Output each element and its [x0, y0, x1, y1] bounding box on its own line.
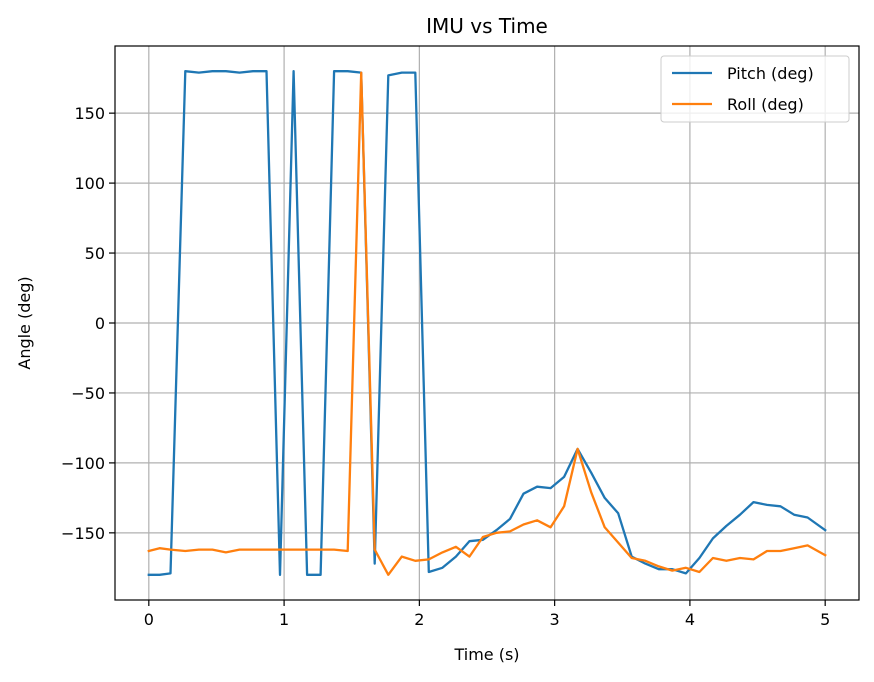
- y-axis-title: Angle (deg): [15, 276, 34, 369]
- grid-lines: [115, 46, 859, 600]
- y-tick-label: 50: [85, 244, 105, 263]
- x-tick-label: 4: [685, 610, 695, 629]
- x-tick-label: 1: [279, 610, 289, 629]
- y-tick-label: 150: [74, 104, 105, 123]
- y-tick-label: 100: [74, 174, 105, 193]
- x-tick-label: 5: [820, 610, 830, 629]
- plot-series: [147, 70, 827, 576]
- x-tick-label: 2: [414, 610, 424, 629]
- legend-label-pitch: Pitch (deg): [727, 64, 814, 83]
- axis-ticks: 0 1 2 3 4 5 −150 −100 −50 0 50 100 150: [61, 104, 830, 629]
- y-tick-label: −100: [61, 454, 105, 473]
- x-tick-label: 3: [550, 610, 560, 629]
- y-tick-label: −50: [71, 384, 105, 403]
- legend: Pitch (deg) Roll (deg): [660, 55, 850, 123]
- series-line-roll: [147, 71, 827, 576]
- chart-title: IMU vs Time: [426, 14, 548, 38]
- x-axis-title: Time (s): [453, 645, 519, 664]
- series-line-pitch: [147, 70, 827, 576]
- y-tick-label: 0: [95, 314, 105, 333]
- y-tick-label: −150: [61, 524, 105, 543]
- x-tick-label: 0: [144, 610, 154, 629]
- legend-label-roll: Roll (deg): [727, 95, 804, 114]
